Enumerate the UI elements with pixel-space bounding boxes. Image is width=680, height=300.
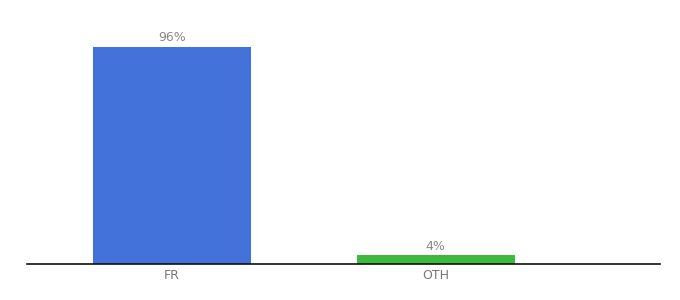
Bar: [356, 255, 515, 264]
Text: 96%: 96%: [158, 32, 186, 44]
Text: 4%: 4%: [426, 240, 445, 253]
Bar: [93, 46, 251, 264]
